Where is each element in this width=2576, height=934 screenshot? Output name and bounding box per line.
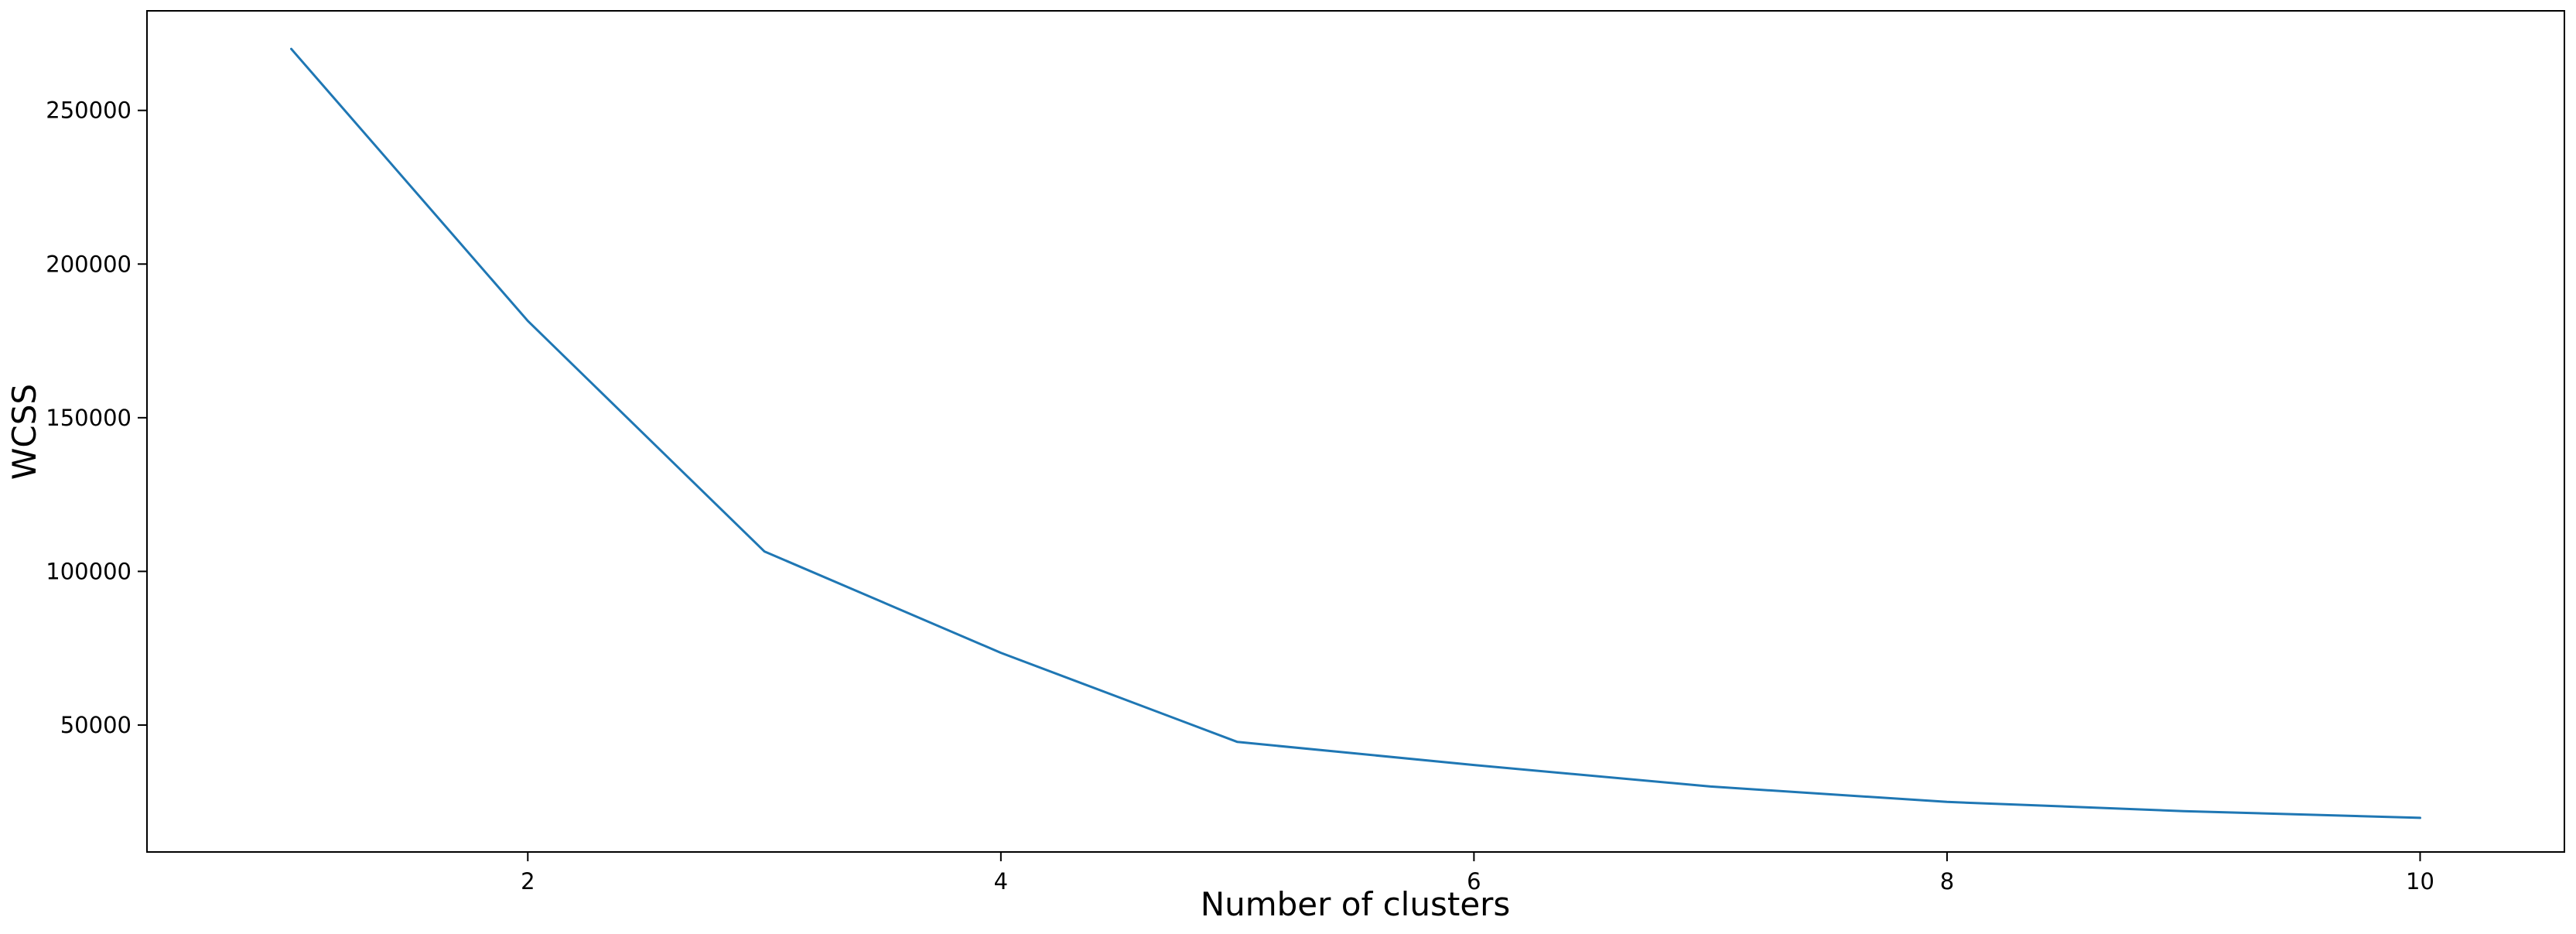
y-tick-label: 150000: [46, 405, 132, 431]
y-axis-title: WCSS: [5, 384, 43, 480]
x-tick-label: 4: [994, 868, 1008, 895]
x-axis-title: Number of clusters: [1201, 885, 1511, 923]
x-tick-label: 6: [1467, 868, 1481, 895]
y-tick-label: 250000: [46, 98, 132, 124]
axes-frame: [146, 10, 2565, 853]
y-axis-ticks: 50000 100000 150000 200000 250000: [46, 98, 147, 738]
x-axis-ticks: 2 4 6 8 10: [521, 852, 2434, 895]
plot-area: [290, 47, 2421, 819]
y-tick-label: 50000: [60, 712, 132, 738]
y-tick-label: 200000: [46, 251, 132, 277]
x-tick-label: 10: [2406, 868, 2434, 895]
y-tick-label: 100000: [46, 558, 132, 584]
wcss-series-line: [290, 47, 2421, 819]
x-tick-label: 8: [1940, 868, 1954, 895]
x-tick-label: 2: [521, 868, 535, 895]
